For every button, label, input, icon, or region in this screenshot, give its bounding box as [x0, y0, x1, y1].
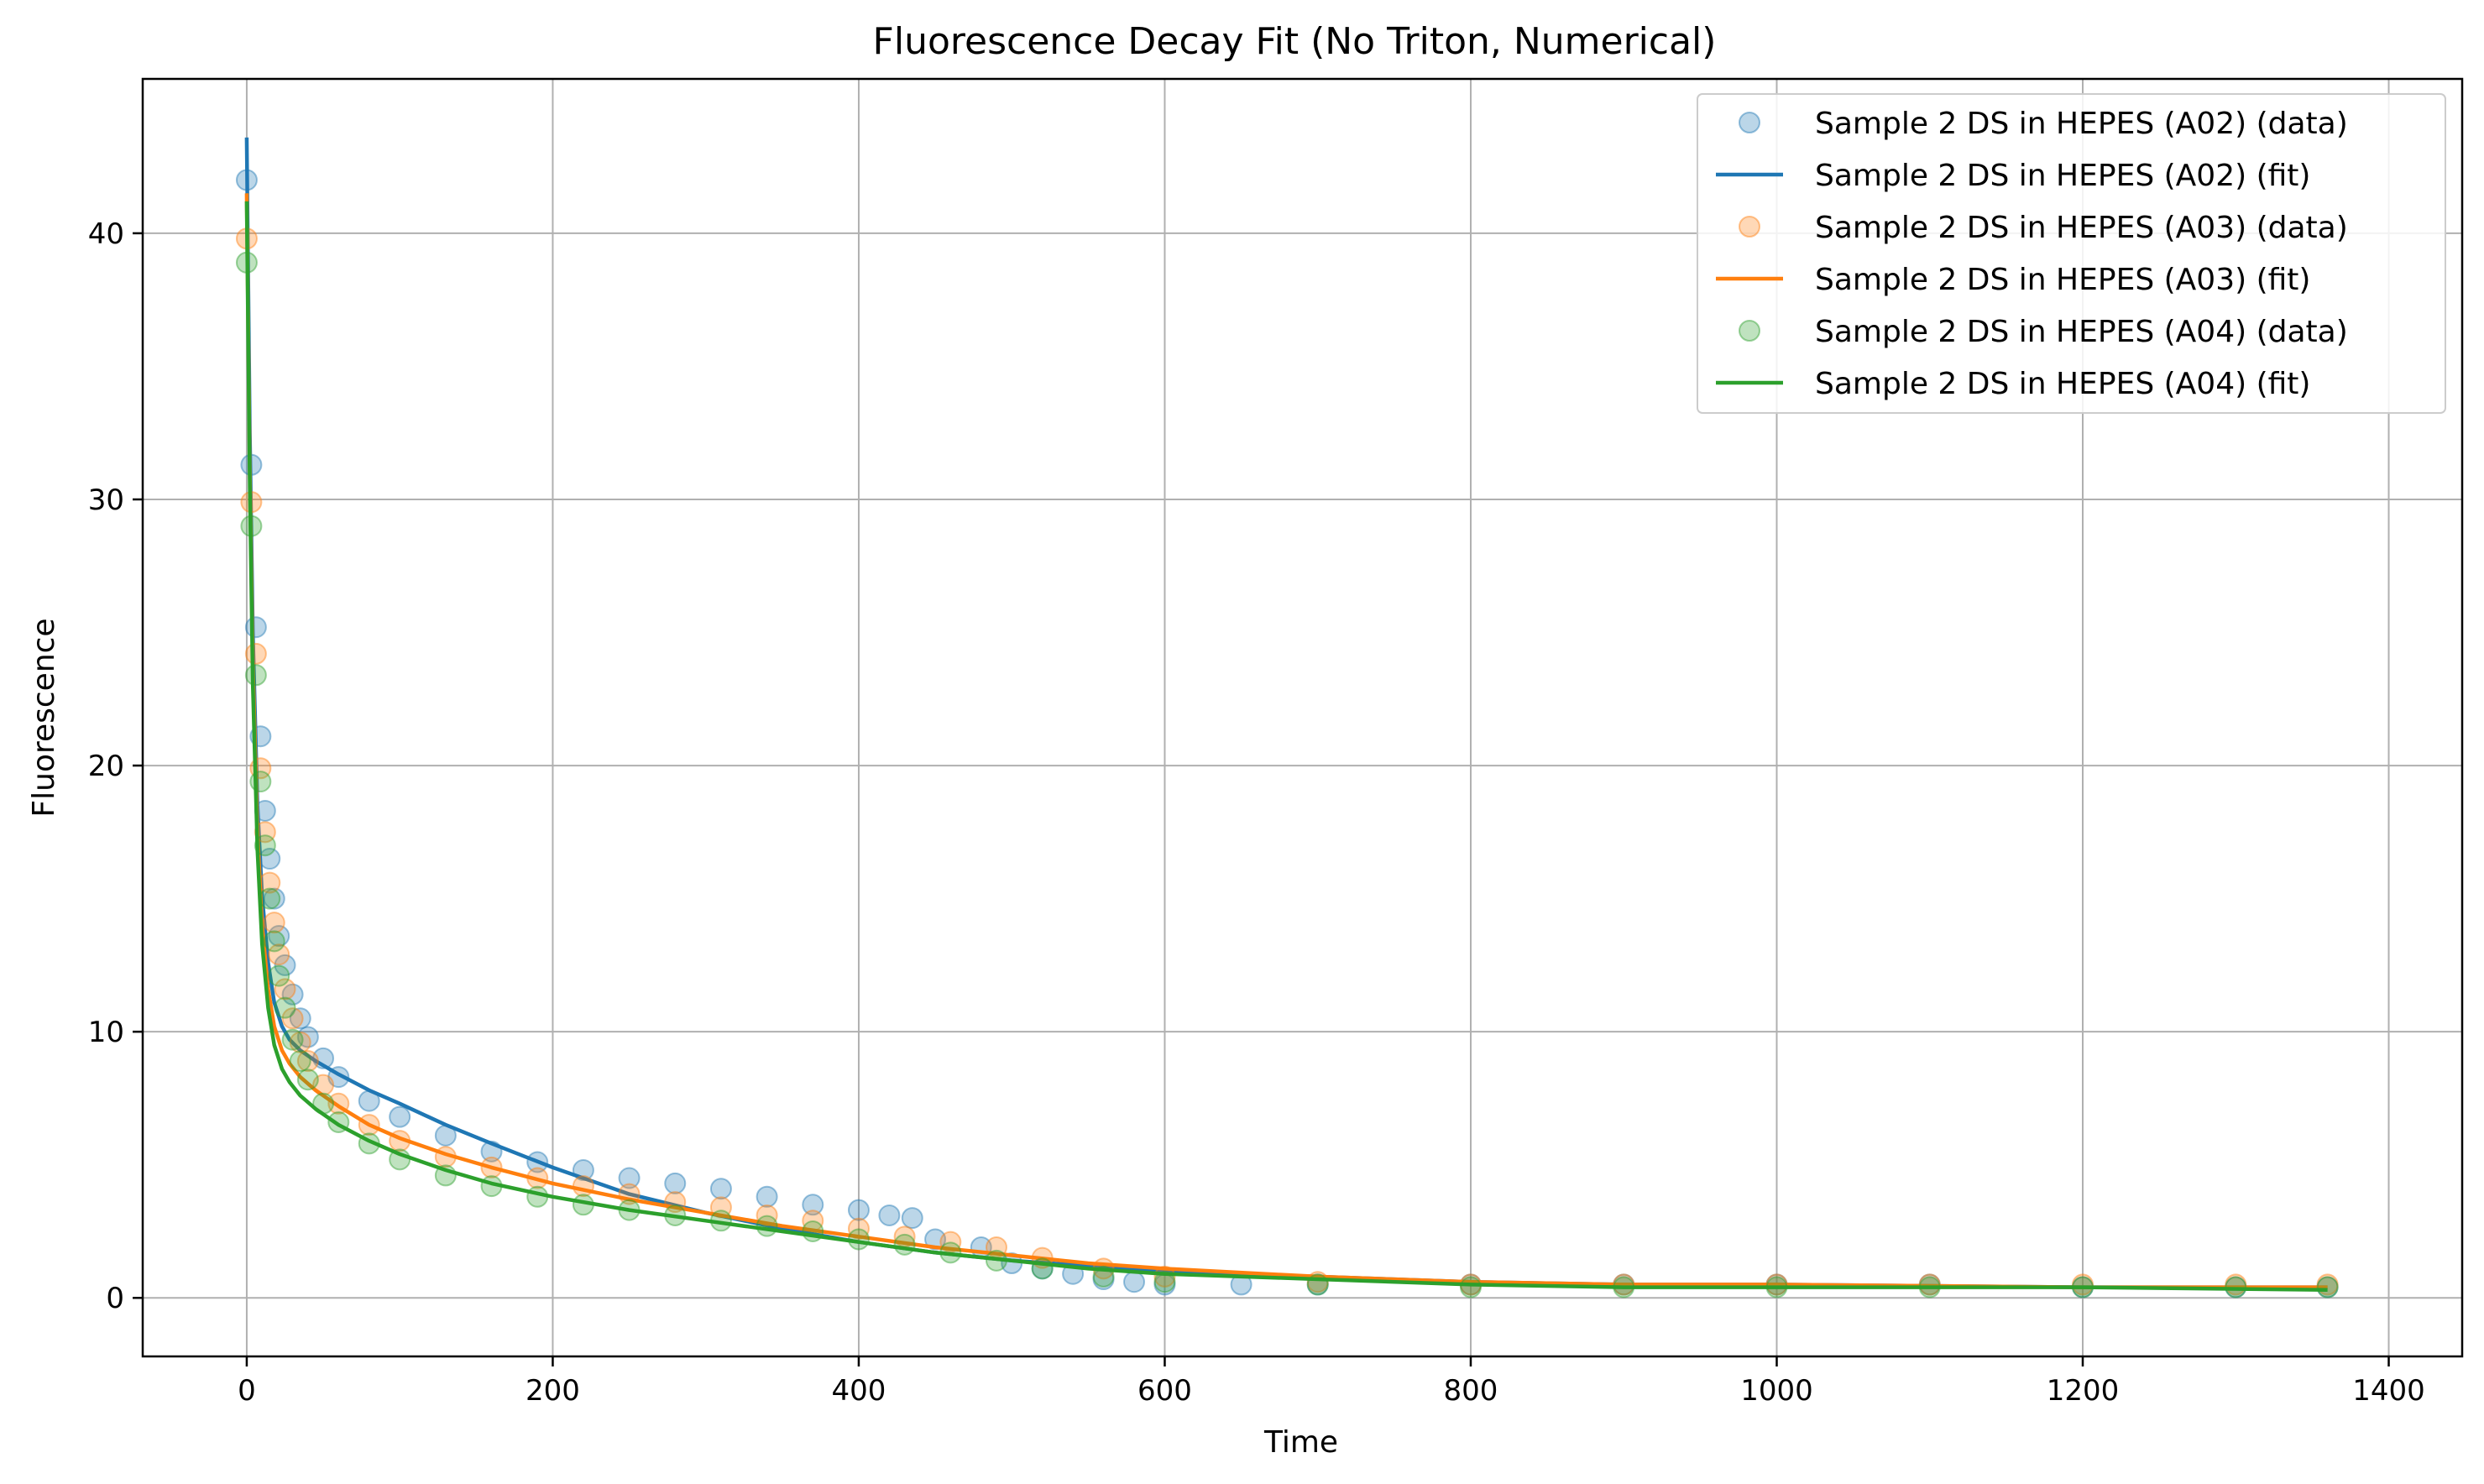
fit-line	[244, 201, 2328, 1292]
data-point	[1123, 1271, 1146, 1293]
x-tick-label: 600	[1137, 1374, 1192, 1408]
data-point	[847, 1199, 870, 1221]
y-tick-label: 40	[88, 217, 124, 251]
y-tick-label: 10	[88, 1016, 124, 1049]
data-point	[263, 930, 285, 953]
y-axis-label: Fluorescence	[27, 618, 61, 817]
legend-item: Sample 2 DS in HEPES (A03) (fit)	[1716, 263, 2310, 297]
x-tick-label: 800	[1444, 1374, 1498, 1408]
data-point	[254, 834, 276, 857]
data-point	[296, 1050, 319, 1073]
y-tick-label: 20	[88, 750, 124, 783]
data-point	[289, 1031, 311, 1053]
data-point	[281, 1028, 304, 1051]
x-tick-label: 0	[238, 1374, 256, 1408]
x-tick-label: 1400	[2352, 1374, 2425, 1408]
data-point	[296, 1026, 319, 1048]
data-point	[268, 925, 290, 948]
legend: Sample 2 DS in HEPES (A02) (data) Sample …	[1697, 93, 2446, 414]
x-tick-label: 200	[526, 1374, 580, 1408]
x-tick-label: 1000	[1740, 1374, 1813, 1408]
data-point	[847, 1217, 870, 1240]
legend-item: Sample 2 DS in HEPES (A03) (data)	[1739, 211, 2348, 245]
x-tick-label: 400	[832, 1374, 886, 1408]
data-point	[709, 1178, 732, 1200]
y-axis: 0 10 20 30 40	[88, 217, 143, 1315]
plot-area	[235, 137, 2339, 1298]
data-point	[756, 1215, 778, 1237]
data-point	[756, 1204, 778, 1226]
data-point	[924, 1228, 947, 1251]
legend-item: Sample 2 DS in HEPES (A02) (fit)	[1716, 159, 2310, 193]
data-point	[618, 1167, 641, 1189]
data-point	[268, 943, 290, 966]
data-point	[268, 964, 290, 987]
data-point	[296, 1069, 319, 1091]
data-point	[756, 1185, 778, 1208]
legend-marker	[1739, 320, 1760, 342]
data-point	[289, 1007, 311, 1030]
legend-item: Sample 2 DS in HEPES (A04) (fit)	[1716, 367, 2310, 401]
data-point	[244, 616, 267, 639]
data-point	[2316, 1276, 2339, 1298]
legend-item: Sample 2 DS in HEPES (A04) (data)	[1739, 315, 2348, 349]
data-point	[1153, 1265, 1176, 1288]
legend-label: Sample 2 DS in HEPES (A02) (data)	[1815, 107, 2348, 141]
data-point	[802, 1194, 824, 1216]
legend-label: Sample 2 DS in HEPES (A03) (data)	[1815, 211, 2348, 245]
x-axis-label: Time	[1263, 1425, 1338, 1460]
data-point	[274, 954, 296, 976]
legend-marker	[1739, 216, 1760, 238]
axes-frame	[141, 77, 2464, 1358]
data-point	[274, 978, 296, 1001]
data-point	[709, 1196, 732, 1219]
legend-label: Sample 2 DS in HEPES (A02) (fit)	[1815, 159, 2310, 193]
data-point	[289, 1050, 311, 1073]
data-point	[281, 983, 304, 1006]
x-axis: 0 200 400 600 800 1000 1200 1400	[238, 1356, 2425, 1408]
series-6	[244, 201, 2328, 1292]
data-point	[389, 1105, 411, 1128]
data-point	[1459, 1276, 1482, 1298]
data-point	[263, 912, 285, 934]
data-point	[878, 1204, 901, 1226]
data-point	[244, 664, 267, 687]
data-point	[893, 1233, 916, 1256]
data-point	[901, 1207, 923, 1230]
chart-title: Fluorescence Decay Fit (No Triton, Numer…	[873, 20, 1717, 63]
legend-label: Sample 2 DS in HEPES (A03) (fit)	[1815, 263, 2310, 297]
legend-item: Sample 2 DS in HEPES (A02) (data)	[1739, 107, 2348, 141]
data-point	[244, 642, 267, 665]
legend-label: Sample 2 DS in HEPES (A04) (fit)	[1815, 367, 2310, 401]
legend-box	[1697, 93, 2446, 414]
data-point	[1153, 1271, 1176, 1293]
data-point	[664, 1172, 687, 1194]
data-point	[274, 996, 296, 1019]
legend-label: Sample 2 DS in HEPES (A04) (data)	[1815, 315, 2348, 349]
x-tick-label: 1200	[2047, 1374, 2120, 1408]
data-point	[259, 887, 281, 910]
y-tick-label: 0	[106, 1282, 124, 1315]
data-point	[2072, 1273, 2094, 1296]
data-point	[281, 1007, 304, 1030]
legend-marker	[1739, 112, 1760, 133]
data-point	[254, 821, 276, 844]
y-tick-label: 30	[88, 483, 124, 517]
